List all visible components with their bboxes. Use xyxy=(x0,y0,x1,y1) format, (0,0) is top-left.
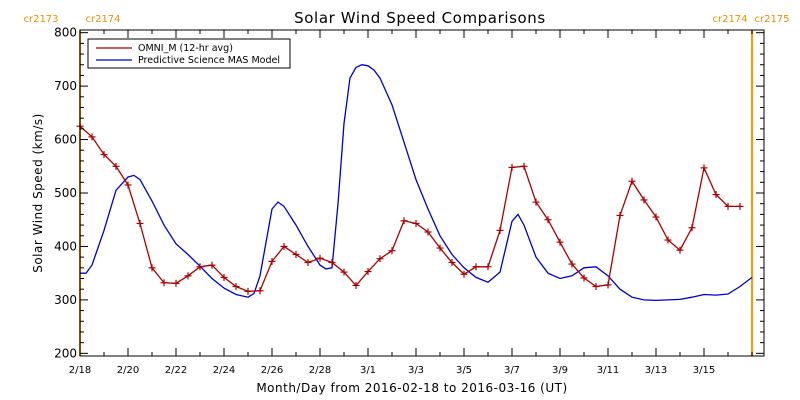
y-tick-label: 200 xyxy=(54,346,77,360)
omni-data-point xyxy=(592,283,600,291)
omni-data-point xyxy=(388,247,396,255)
omni-data-point xyxy=(544,216,552,224)
x-tick-label: 3/15 xyxy=(693,365,715,376)
omni-data-point xyxy=(532,198,540,206)
x-tick-label: 3/13 xyxy=(645,365,667,376)
omni-data-point xyxy=(292,250,300,258)
omni-data-point xyxy=(472,263,480,271)
x-tick-label: 2/24 xyxy=(213,365,235,376)
chart-title: Solar Wind Speed Comparisons xyxy=(294,9,546,27)
cr-label-left-2: cr2174 xyxy=(712,14,747,25)
legend-box xyxy=(87,38,291,69)
y-tick-label: 500 xyxy=(54,186,77,200)
omni-data-point xyxy=(580,274,588,282)
omni-data-point xyxy=(160,279,168,287)
omni-data-point xyxy=(448,258,456,266)
omni-data-point xyxy=(352,281,360,289)
omni-data-point xyxy=(112,162,120,170)
omni-data-point xyxy=(400,217,408,225)
x-tick-label: 2/18 xyxy=(69,365,91,376)
y-axis-ticks: 200 300 400 500 600 700 800 xyxy=(54,26,764,360)
x-tick-label: 3/11 xyxy=(597,365,619,376)
omni-data-point xyxy=(220,273,228,281)
omni-data-point xyxy=(136,219,144,227)
x-tick-label: 3/7 xyxy=(504,365,520,376)
omni-data-point xyxy=(208,261,216,269)
omni-data-point xyxy=(244,287,252,295)
omni-data-point xyxy=(496,226,504,234)
omni-data-point xyxy=(256,287,264,295)
omni-data-point xyxy=(676,246,684,254)
omni-data-point xyxy=(316,254,324,262)
x-tick-label: 3/9 xyxy=(552,365,568,376)
legend-entry-omni: OMNI_M (12-hr avg) xyxy=(138,43,233,54)
cr-label-left-1: cr2173 xyxy=(23,14,58,25)
omni-data-point xyxy=(280,242,288,250)
omni-data-point xyxy=(304,258,312,266)
y-tick-label: 700 xyxy=(54,79,77,93)
omni-data-point xyxy=(568,260,576,268)
omni-data-point xyxy=(652,213,660,221)
omni-data-point xyxy=(508,163,516,171)
x-tick-label: 2/26 xyxy=(261,365,283,376)
omni-data-point xyxy=(556,238,564,246)
omni-data-point xyxy=(424,228,432,236)
omni-data-point xyxy=(364,268,372,276)
omni-data-point xyxy=(184,272,192,280)
omni-data-point xyxy=(460,270,468,278)
omni-data-point xyxy=(172,279,180,287)
series-line-mas-model xyxy=(80,64,753,302)
series-line-omni xyxy=(79,125,740,292)
omni-data-point xyxy=(604,281,612,289)
omni-data-point xyxy=(688,224,696,232)
x-axis-ticks: 2/18 2/20 2/22 2/24 2/26 2/28 3/1 3/3 3/5 3/7 3/9 3… xyxy=(69,30,753,376)
omni-data-point xyxy=(700,164,708,172)
legend-entry-mas: Predictive Science MAS Model xyxy=(138,55,280,66)
y-tick-label: 300 xyxy=(54,293,77,307)
x-tick-label: 2/22 xyxy=(165,365,187,376)
omni-data-point xyxy=(520,162,528,170)
omni-data-point xyxy=(100,151,108,159)
cr-label-right-2: cr2175 xyxy=(754,14,789,25)
omni-data-point xyxy=(736,202,744,210)
omni-data-point xyxy=(436,244,444,252)
omni-data-point xyxy=(124,181,132,189)
omni-data-point xyxy=(664,236,672,244)
omni-data-point xyxy=(232,283,240,291)
x-tick-label: 3/3 xyxy=(408,365,424,376)
omni-data-point xyxy=(484,263,492,271)
omni-data-point xyxy=(712,191,720,199)
y-tick-label: 600 xyxy=(54,133,77,147)
omni-data-point xyxy=(628,177,636,185)
y-axis-label: Solar Wind Speed (km/s) xyxy=(31,113,45,273)
omni-data-point xyxy=(340,268,348,276)
omni-data-point xyxy=(640,196,648,204)
x-tick-label: 2/20 xyxy=(117,365,139,376)
y-tick-label: 400 xyxy=(54,239,77,253)
y-tick-label: 800 xyxy=(54,26,77,40)
omni-data-point xyxy=(88,133,96,141)
cr-label-right-1: cr2174 xyxy=(85,14,120,25)
omni-data-point xyxy=(412,219,420,227)
legend: OMNI_M (12-hr avg) Predictive Science MA… xyxy=(87,38,291,69)
omni-data-point xyxy=(196,263,204,271)
omni-data-point xyxy=(328,258,336,266)
x-tick-label: 3/5 xyxy=(456,365,472,376)
x-tick-label: 2/28 xyxy=(309,365,331,376)
x-axis-label: Month/Day from 2016-02-18 to 2016-03-16 … xyxy=(256,381,567,395)
omni-markers xyxy=(76,122,744,295)
omni-data-point xyxy=(616,211,624,219)
x-tick-label: 3/1 xyxy=(360,365,376,376)
omni-data-point xyxy=(724,202,732,210)
omni-data-point xyxy=(148,264,156,272)
omni-data-point xyxy=(376,255,384,263)
omni-data-point xyxy=(268,257,276,265)
